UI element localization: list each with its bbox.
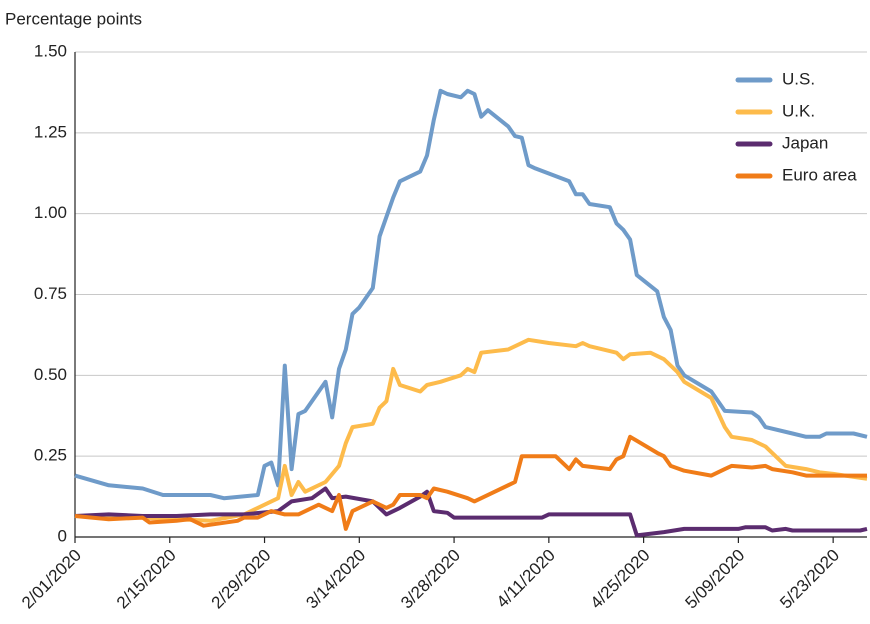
x-tick-label: 3/28/2020 bbox=[397, 546, 464, 613]
legend-label: U.K. bbox=[782, 101, 815, 120]
legend-label: Japan bbox=[782, 133, 828, 152]
y-axis-label: Percentage points bbox=[5, 9, 142, 28]
x-tick-label: 4/25/2020 bbox=[587, 546, 654, 613]
y-tick-label: 1.25 bbox=[34, 122, 67, 141]
y-tick-label: 0.25 bbox=[34, 446, 67, 465]
y-tick-label: 1.00 bbox=[34, 203, 67, 222]
line-series bbox=[74, 434, 867, 531]
y-tick-label: 1.50 bbox=[34, 41, 67, 60]
x-tick-label: 4/11/2020 bbox=[493, 546, 559, 612]
x-tick-label: 5/09/2020 bbox=[681, 546, 748, 613]
x-tick-label: 2/15/2020 bbox=[113, 546, 180, 613]
y-tick-label: 0.50 bbox=[34, 365, 67, 384]
line-series bbox=[74, 337, 868, 523]
line-series bbox=[74, 88, 868, 501]
y-tick-label: 0 bbox=[58, 526, 67, 545]
legend-label: Euro area bbox=[782, 165, 857, 184]
y-tick-label: 0.75 bbox=[34, 284, 67, 303]
x-tick-label: 3/14/2020 bbox=[302, 546, 369, 613]
legend-label: U.S. bbox=[782, 69, 815, 88]
x-tick-label: 2/29/2020 bbox=[208, 546, 275, 613]
x-tick-label: 2/01/2020 bbox=[18, 546, 85, 613]
x-tick-label: 5/23/2020 bbox=[776, 546, 843, 613]
